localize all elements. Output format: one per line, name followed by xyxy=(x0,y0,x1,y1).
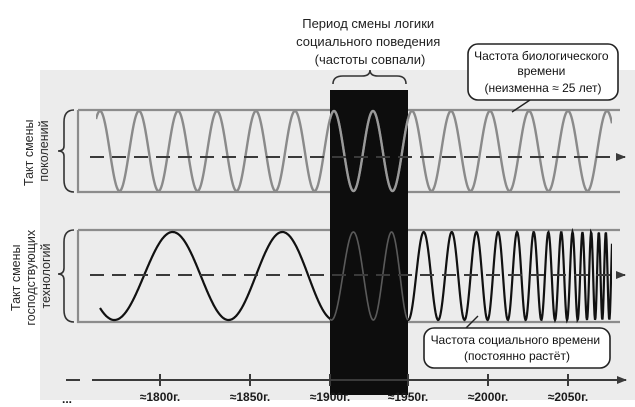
social-note-line-1: Частота социального времени xyxy=(431,333,601,347)
bottom-row-brace xyxy=(57,229,75,323)
social-note-box xyxy=(423,327,611,369)
bottom-row-label-line-3: технологий xyxy=(39,243,53,308)
social-note-pointer xyxy=(465,315,479,329)
bio-note-text: Частота биологического времени (неизменн… xyxy=(474,49,612,95)
bio-note-line-3: (неизменна ≈ 25 лет) xyxy=(484,81,601,95)
bio-note-pointer xyxy=(511,99,531,113)
timeline-ellipsis: ... xyxy=(62,392,72,406)
timeline-ticks: ≈1800г. ≈1850г. ≈1900г. ≈1950г. ≈2000г. ≈2050… xyxy=(140,374,588,404)
bio-note-box xyxy=(467,43,619,101)
bottom-row-label-line-1: Такт смены xyxy=(9,244,23,311)
band-title: Период смены логики социального поведени… xyxy=(296,16,444,67)
top-row-brace xyxy=(57,109,75,193)
timeline-tick-label: ≈1900г. xyxy=(310,390,350,404)
timeline-tick-label: ≈1800г. xyxy=(140,390,180,404)
biological-time-wave-in-band xyxy=(328,109,410,193)
bio-note-line-1: Частота биологического xyxy=(474,49,609,63)
band-title-brace xyxy=(332,69,407,85)
timeline-tick-label: ≈2000г. xyxy=(468,390,508,404)
top-row-label-line-1: Такт смены xyxy=(22,119,36,186)
bio-note-line-2: времени xyxy=(517,64,565,78)
top-row-label: Такт смены поколений xyxy=(22,116,51,186)
timeline-tick-label: ≈1950г. xyxy=(388,390,428,404)
top-row-label-line-2: поколений xyxy=(37,120,51,181)
band-title-line-1: Период смены логики xyxy=(302,16,434,31)
timeline-tick-label: ≈1850г. xyxy=(230,390,270,404)
bottom-row-label-line-2: господствующих xyxy=(24,229,38,325)
bottom-row-label: Такт смены господствующих технологий xyxy=(9,226,53,325)
band-title-line-2: социального поведения xyxy=(296,34,440,49)
band-title-line-3: (частоты совпали) xyxy=(315,52,426,67)
timeline-tick-label: ≈2050г. xyxy=(548,390,588,404)
social-note-line-2: (постоянно растёт) xyxy=(464,349,570,363)
social-note-text: Частота социального времени (постоянно р… xyxy=(431,333,604,363)
